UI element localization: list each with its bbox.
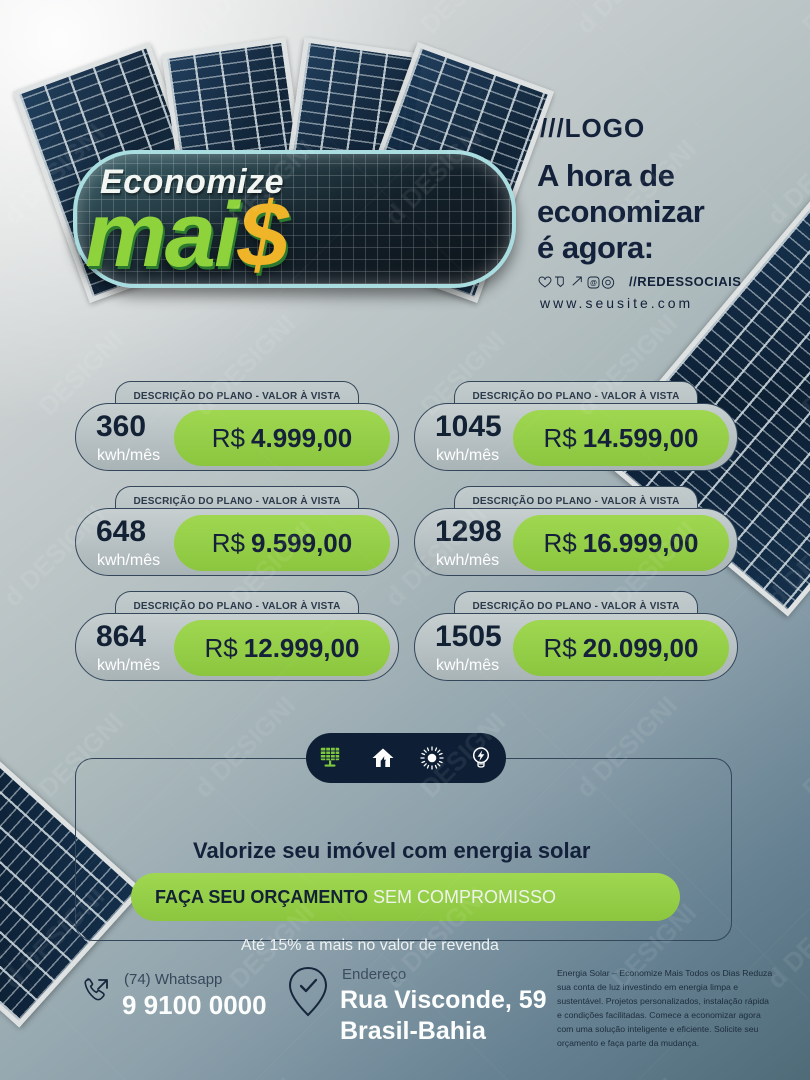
svg-text:@: @	[590, 280, 597, 287]
svg-text://REDESSOCIAIS: //REDESSOCIAIS	[629, 274, 741, 289]
